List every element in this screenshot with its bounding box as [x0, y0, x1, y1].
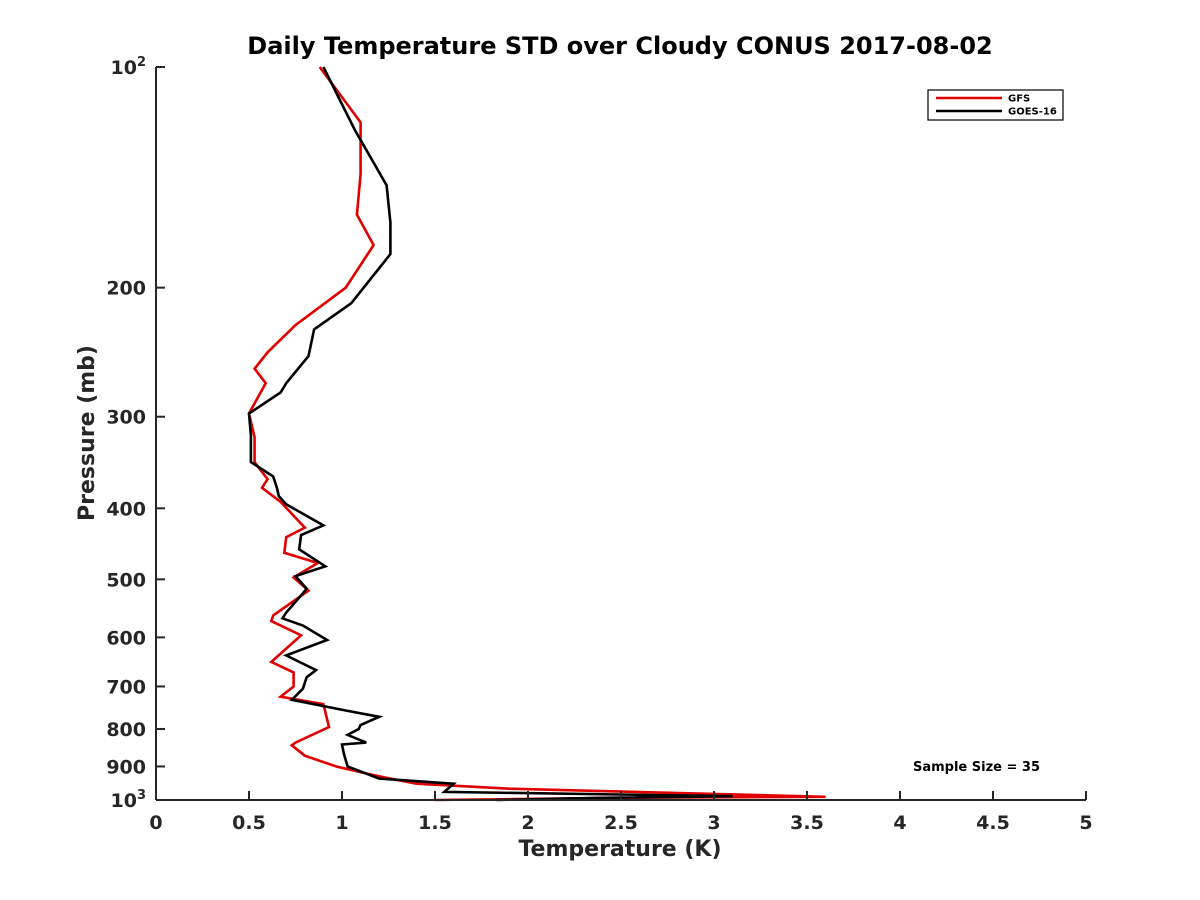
- y-axis-label: Pressure (mb): [75, 345, 100, 521]
- series-line-1: [247, 66, 733, 802]
- x-tick-label: 4: [893, 812, 906, 834]
- y-tick-label: 300: [106, 407, 146, 429]
- y-tick-label: 900: [106, 756, 146, 778]
- x-tick-label: 3: [707, 812, 720, 834]
- x-tick-label: 3.5: [790, 812, 824, 834]
- y-tick-label: 800: [106, 719, 146, 741]
- x-axis-label: Temperature (K): [518, 837, 721, 862]
- y-tick-label: 500: [106, 569, 146, 591]
- x-tick-label: 4.5: [976, 812, 1010, 834]
- x-tick-label: 1.5: [418, 812, 452, 834]
- legend-label-goes16: GOES-16: [1008, 107, 1057, 118]
- x-tick-label: 5: [1079, 812, 1092, 834]
- y-tick-label: 700: [106, 676, 146, 698]
- sample-size-annotation: Sample Size = 35: [913, 760, 1040, 775]
- chart-title: Daily Temperature STD over Cloudy CONUS …: [247, 32, 992, 60]
- x-tick-label: 0.5: [232, 812, 266, 834]
- y-tick-label: 600: [106, 627, 146, 649]
- axis-ticks: 0 0.5 1 1.5 2 2.5 3 3.5 4 4.5 5 102 200 300 400 500 600 7…: [106, 55, 1092, 834]
- legend: GFS GOES-16: [927, 89, 1064, 121]
- y-tick-label: 102: [111, 55, 147, 79]
- legend-label-gfs: GFS: [1008, 94, 1030, 105]
- x-tick-label: 0: [149, 812, 162, 834]
- y-tick-label: 200: [106, 278, 146, 300]
- y-tick-label: 400: [106, 498, 146, 520]
- plot-area: [156, 67, 1086, 800]
- y-tick-label: 103: [111, 788, 147, 812]
- series-lines: [247, 66, 826, 802]
- legend-box: [927, 89, 1064, 121]
- x-tick-label: 2: [521, 812, 534, 834]
- x-tick-label: 2.5: [604, 812, 638, 834]
- series-line-0: [247, 66, 826, 802]
- x-tick-label: 1: [335, 812, 348, 834]
